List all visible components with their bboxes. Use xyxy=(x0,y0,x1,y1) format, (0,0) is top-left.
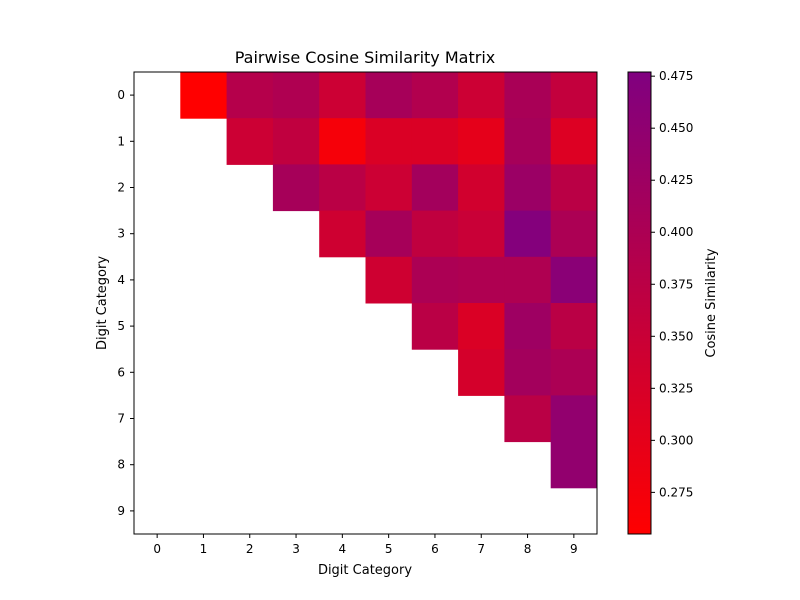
heatmap-cell-2-6 xyxy=(411,164,459,212)
heatmap-cell-0-1 xyxy=(180,72,228,119)
x-tick-label: 9 xyxy=(570,542,578,556)
colorbar-tick-label: 0.325 xyxy=(659,381,693,395)
heatmap-cell-0-5 xyxy=(365,72,413,119)
heatmap-cell-0-4 xyxy=(319,72,366,119)
heatmap-cell-1-9 xyxy=(550,118,598,165)
colorbar-tick-label: 0.375 xyxy=(659,277,693,291)
colorbar-tick-label: 0.425 xyxy=(659,173,693,187)
colorbar-tick-label: 0.350 xyxy=(659,329,693,343)
heatmap-cell-6-8 xyxy=(504,349,552,396)
y-tick-label: 9 xyxy=(117,504,125,518)
heatmap-cell-4-5 xyxy=(365,256,413,304)
x-tick-label: 6 xyxy=(431,542,439,556)
heatmap-cell-3-6 xyxy=(411,210,459,258)
heatmap-cell-4-6 xyxy=(411,256,459,304)
heatmap-cell-5-6 xyxy=(411,303,459,350)
heatmap-cell-2-7 xyxy=(458,164,505,212)
heatmap-cell-3-5 xyxy=(365,210,413,258)
y-axis-label: Digit Category xyxy=(95,256,110,350)
colorbar-tick-label: 0.400 xyxy=(659,225,693,239)
heatmap-cell-4-8 xyxy=(504,256,552,304)
heatmap-cell-1-7 xyxy=(458,118,505,165)
colorbar xyxy=(627,71,652,535)
heatmap-cell-2-4 xyxy=(319,164,366,212)
heatmap-cell-3-7 xyxy=(458,210,505,258)
heatmap-cell-2-8 xyxy=(504,164,552,212)
heatmap-cell-4-7 xyxy=(458,256,505,304)
heatmap-cell-2-9 xyxy=(550,164,598,212)
y-tick-label: 1 xyxy=(117,134,125,148)
y-tick-label: 0 xyxy=(117,88,125,102)
heatmap-cell-2-3 xyxy=(272,164,320,212)
heatmap-cell-0-8 xyxy=(504,72,552,119)
heatmap-cell-1-5 xyxy=(365,118,413,165)
heatmap-cell-1-8 xyxy=(504,118,552,165)
heatmap-cell-7-8 xyxy=(504,395,552,443)
x-axis-ticks: 0 1 2 3 4 5 6 7 8 9 xyxy=(153,534,578,556)
heatmap-cell-0-2 xyxy=(226,72,274,119)
heatmap-cell-1-3 xyxy=(272,118,320,165)
colorbar-ticks: 0.275 0.300 0.325 0.350 0.375 0.400 0.425 0.450… xyxy=(651,69,693,499)
heatmap-cells xyxy=(180,72,598,489)
x-tick-label: 1 xyxy=(200,542,208,556)
heatmap-cell-3-9 xyxy=(550,210,598,258)
colorbar-tick-label: 0.275 xyxy=(659,485,693,499)
plot-frame xyxy=(133,71,598,535)
heatmap-cell-7-9 xyxy=(550,395,598,443)
heatmap-cell-1-6 xyxy=(411,118,459,165)
heatmap-cell-6-7 xyxy=(458,349,505,396)
heatmap-cell-0-9 xyxy=(550,72,598,119)
heatmap-cell-5-7 xyxy=(458,303,505,350)
x-axis-label: Digit Category xyxy=(318,563,412,578)
y-tick-label: 6 xyxy=(117,365,125,379)
heatmap-cell-2-5 xyxy=(365,164,413,212)
heatmap-cell-1-2 xyxy=(226,118,274,165)
colorbar-tick-label: 0.475 xyxy=(659,69,693,83)
heatmap-cell-8-9 xyxy=(550,441,598,489)
x-tick-label: 0 xyxy=(153,542,161,556)
x-tick-label: 3 xyxy=(292,542,300,556)
heatmap-cell-6-9 xyxy=(550,349,598,396)
y-tick-label: 2 xyxy=(117,181,125,195)
y-tick-label: 3 xyxy=(117,227,125,241)
x-tick-label: 5 xyxy=(385,542,393,556)
colorbar-label: Cosine Similarity xyxy=(704,248,719,358)
heatmap-cell-3-8 xyxy=(504,210,552,258)
x-tick-label: 7 xyxy=(477,542,485,556)
y-tick-label: 4 xyxy=(117,273,125,287)
heatmap-cell-1-4 xyxy=(319,118,366,165)
y-tick-label: 8 xyxy=(117,458,125,472)
y-axis-ticks: 0 1 2 3 4 5 6 7 8 9 xyxy=(117,88,134,518)
colorbar-tick-label: 0.300 xyxy=(659,433,693,447)
heatmap-cell-0-7 xyxy=(458,72,505,119)
heatmap-cell-3-4 xyxy=(319,210,366,258)
heatmap-cell-0-3 xyxy=(272,72,320,119)
y-tick-label: 5 xyxy=(117,319,125,333)
heatmap-cell-4-9 xyxy=(550,256,598,304)
x-tick-label: 2 xyxy=(246,542,254,556)
x-tick-label: 8 xyxy=(524,542,532,556)
chart-title: Pairwise Cosine Similarity Matrix xyxy=(235,48,495,67)
y-tick-label: 7 xyxy=(117,412,125,426)
heatmap-cell-5-8 xyxy=(504,303,552,350)
heatmap-cell-5-9 xyxy=(550,303,598,350)
x-tick-label: 4 xyxy=(339,542,347,556)
heatmap-cell-0-6 xyxy=(411,72,459,119)
colorbar-tick-label: 0.450 xyxy=(659,121,693,135)
